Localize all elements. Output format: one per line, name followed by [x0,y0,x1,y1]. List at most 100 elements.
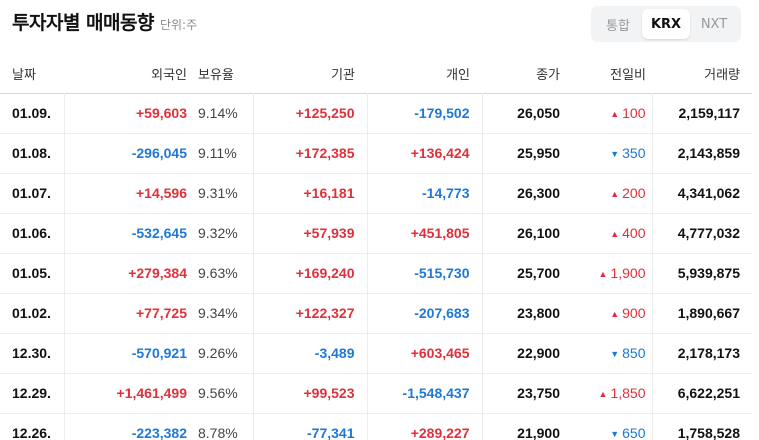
cell-institution: +99,523 [252,373,367,413]
tab-krx[interactable]: KRX [642,9,690,39]
cell-foreign: -223,382 [63,413,195,440]
cell-institution: +122,327 [252,293,367,333]
cell-individual: -515,730 [366,253,482,293]
cell-hold-rate: 9.31% [198,185,238,201]
page-title: 투자자별 매매동향 [12,12,154,34]
cell-change: ▲ 400 [572,213,652,253]
cell-foreign: +1,461,499 [63,373,195,413]
cell-change-value: 400 [622,225,646,241]
cell-individual: +451,805 [366,213,482,253]
table-row: 01.05. +279,384 9.63% +169,240 -515,730 25,70… [0,253,752,293]
cell-close-price: 25,950 [481,133,572,173]
cell-close-price: 23,750 [481,373,572,413]
cell-close-price: 22,900 [481,333,572,373]
triangle-up-icon: ▲ [610,229,620,239]
col-header-volume: 거래량 [704,67,740,83]
table-row: 01.07. +14,596 9.31% +16,181 -14,773 26,300 ▲ 2… [0,173,752,213]
triangle-up-icon: ▲ [610,109,620,119]
col-header-change: 전일비 [610,67,646,83]
col-header-indiv: 개인 [446,67,470,83]
cell-foreign: -570,921 [63,333,195,373]
triangle-down-icon: ▼ [610,149,620,159]
tab-integrated[interactable]: 통합 [606,18,630,34]
cell-institution: +57,939 [252,213,367,253]
cell-date: 01.07. [12,185,51,201]
cell-volume: 4,777,032 [651,213,752,253]
cell-change-value: 900 [622,305,646,321]
col-header-hold: 보유율 [198,67,234,83]
triangle-down-icon: ▼ [610,349,620,359]
cell-volume: 2,143,859 [651,133,752,173]
tab-nxt[interactable]: NXT [700,16,728,32]
triangle-up-icon: ▲ [598,269,608,279]
cell-volume: 2,159,117 [651,93,752,133]
cell-close-price: 21,900 [481,413,572,440]
cell-date: 01.08. [12,145,51,161]
cell-close-price: 25,700 [481,253,572,293]
col-header-inst: 기관 [331,67,355,83]
table-row: 12.30. -570,921 9.26% -3,489 +603,465 22,900 ▼… [0,333,752,373]
triangle-up-icon: ▲ [598,389,608,399]
cell-change: ▼ 350 [572,133,652,173]
cell-change-value: 100 [622,105,646,121]
table-row: 12.29. +1,461,499 9.56% +99,523 -1,548,437 23… [0,373,752,413]
cell-change: ▲ 1,900 [572,253,652,293]
cell-change: ▲ 900 [572,293,652,333]
cell-foreign: +14,596 [63,173,195,213]
cell-foreign: +77,725 [63,293,195,333]
triangle-up-icon: ▲ [610,189,620,199]
cell-close-price: 26,100 [481,213,572,253]
cell-volume: 6,622,251 [651,373,752,413]
table-row: 01.02. +77,725 9.34% +122,327 -207,683 23,800… [0,293,752,333]
cell-foreign: +59,603 [63,93,195,133]
cell-hold-rate: 9.14% [198,105,238,121]
cell-hold-rate: 9.63% [198,265,238,281]
cell-date: 01.06. [12,225,51,241]
cell-change: ▲ 100 [572,93,652,133]
cell-hold-rate: 9.11% [198,145,237,161]
cell-date: 12.29. [12,385,51,401]
cell-change-value: 200 [622,185,646,201]
cell-individual: +603,465 [366,333,482,373]
cell-hold-rate: 9.26% [198,345,238,361]
cell-change-value: 1,850 [610,385,646,401]
cell-date: 12.26. [12,425,51,440]
table-row: 01.08. -296,045 9.11% +172,385 +136,424 25,95… [0,133,752,173]
cell-date: 01.02. [12,305,51,321]
cell-hold-rate: 9.32% [198,225,238,241]
unit-label: 단위:주 [159,18,198,32]
cell-individual: -179,502 [366,93,482,133]
cell-individual: -14,773 [366,173,482,213]
cell-close-price: 23,800 [481,293,572,333]
triangle-up-icon: ▲ [610,309,620,319]
cell-date: 01.09. [12,105,51,121]
market-toggle: 통합 KRX NXT [591,6,741,42]
cell-volume: 4,341,062 [651,173,752,213]
cell-individual: +136,424 [366,133,482,173]
cell-date: 01.05. [12,265,51,281]
cell-change: ▲ 200 [572,173,652,213]
cell-volume: 1,758,528 [651,413,752,440]
cell-change: ▲ 1,850 [572,373,652,413]
cell-hold-rate: 8.78% [198,425,238,440]
cell-close-price: 26,050 [481,93,572,133]
cell-hold-rate: 9.56% [198,385,238,401]
cell-individual: +289,227 [366,413,482,440]
cell-volume: 5,939,875 [651,253,752,293]
table-row: 01.09. +59,603 9.14% +125,250 -179,502 26,050… [0,93,752,133]
cell-change-value: 350 [622,145,646,161]
col-header-foreign: 외국인 [151,67,187,83]
triangle-down-icon: ▼ [610,429,620,439]
cell-institution: +172,385 [252,133,367,173]
cell-hold-rate: 9.34% [198,305,238,321]
cell-institution: +125,250 [252,93,367,133]
cell-individual: -1,548,437 [366,373,482,413]
cell-foreign: -296,045 [63,133,195,173]
cell-close-price: 26,300 [481,173,572,213]
cell-institution: -77,341 [252,413,367,440]
investor-trading-table: 날짜 외국인 보유율 기관 개인 종가 전일비 거래량 01.09. +59,60… [0,54,752,440]
section-header: 투자자별 매매동향 단위:주 [12,8,197,38]
cell-change-value: 650 [622,425,646,440]
cell-foreign: -532,645 [63,213,195,253]
cell-change: ▼ 850 [572,333,652,373]
